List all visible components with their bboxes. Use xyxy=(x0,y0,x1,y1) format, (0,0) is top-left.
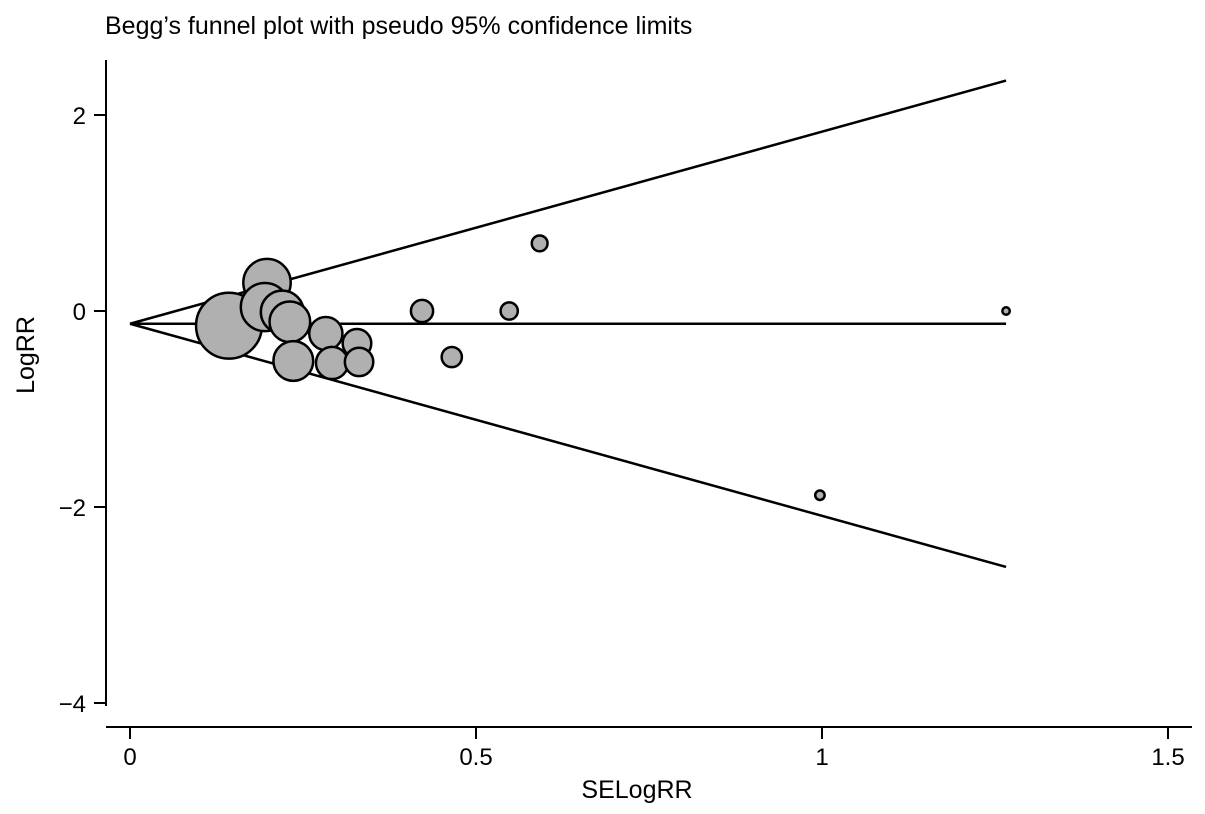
x-axis-label: SELogRR xyxy=(581,776,692,804)
study-point xyxy=(307,315,344,352)
x-tick-label: 1 xyxy=(815,744,828,771)
study-point xyxy=(314,345,350,381)
y-tick-label: −4 xyxy=(59,691,86,718)
study-point xyxy=(813,489,826,502)
study-point xyxy=(440,345,464,369)
y-tick-label: 0 xyxy=(73,299,86,326)
chart-title: Begg’s funnel plot with pseudo 95% confi… xyxy=(105,12,692,40)
x-tick-label: 1.5 xyxy=(1151,744,1184,771)
y-tick-label: 2 xyxy=(73,103,86,130)
lower-confidence-limit xyxy=(129,322,1007,569)
study-point xyxy=(272,339,315,383)
x-tick-label: 0 xyxy=(123,744,136,771)
study-point xyxy=(343,346,375,378)
study-point xyxy=(499,301,520,321)
study-point xyxy=(409,298,435,324)
study-point xyxy=(268,300,312,344)
study-point xyxy=(1001,306,1012,316)
y-axis-label: LogRR xyxy=(12,316,40,394)
x-tick-label: 0.5 xyxy=(459,744,492,771)
study-point xyxy=(530,234,549,253)
y-tick-label: −2 xyxy=(59,495,86,522)
